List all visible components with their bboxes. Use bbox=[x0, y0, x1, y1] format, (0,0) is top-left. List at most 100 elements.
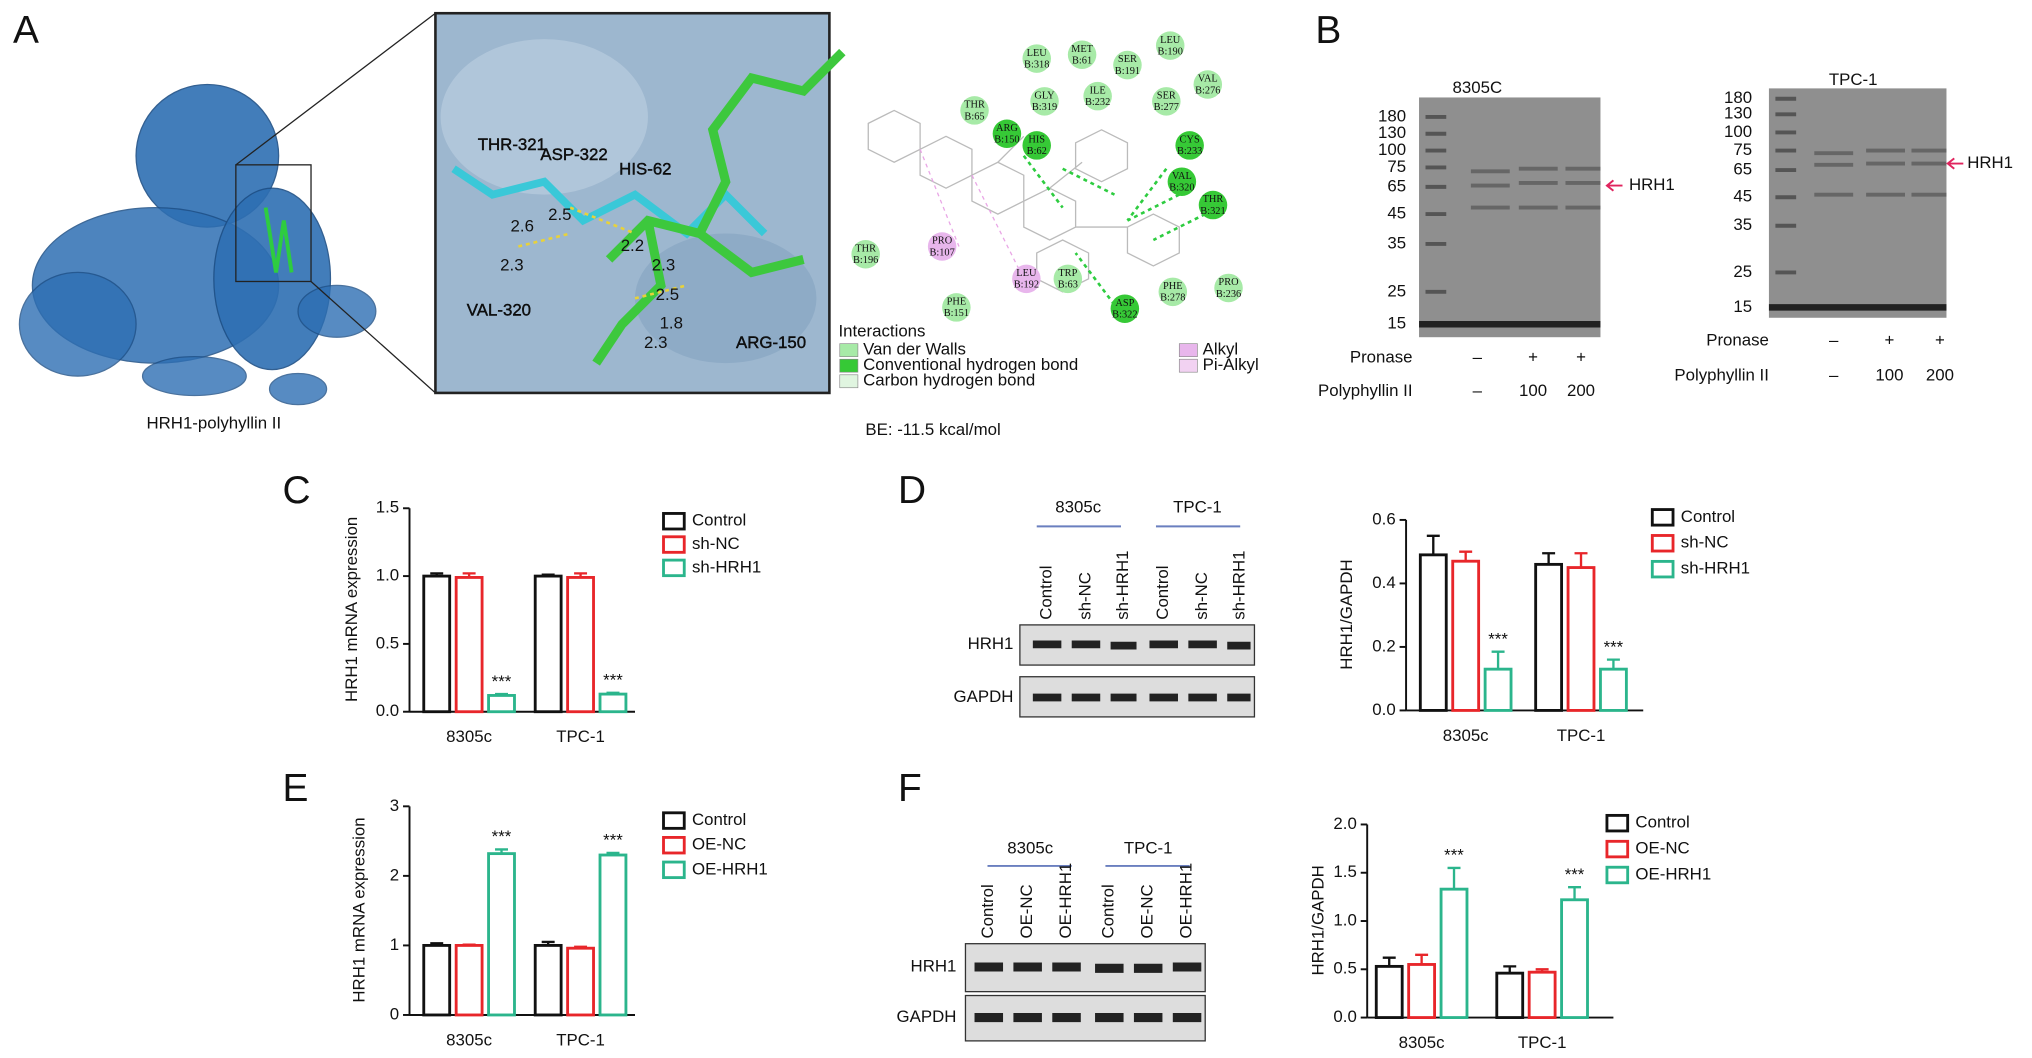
legend-swatch bbox=[1605, 865, 1630, 885]
significance: *** bbox=[1488, 629, 1508, 648]
pronase-sign: + bbox=[1576, 347, 1586, 366]
residue-node bbox=[1110, 294, 1140, 323]
ladder-label: 130 bbox=[1378, 123, 1406, 142]
lane-label: sh-NC bbox=[1075, 572, 1094, 620]
residue-node bbox=[927, 232, 957, 261]
y-tick-label: 1.0 bbox=[376, 566, 399, 585]
bar bbox=[487, 694, 516, 714]
blot-row-label: HRH1 bbox=[911, 956, 957, 975]
band-label: HRH1 bbox=[1967, 153, 2013, 172]
residue-name: LEU bbox=[1160, 35, 1181, 46]
residue-name: THR bbox=[855, 243, 876, 254]
gel bbox=[1768, 88, 1947, 318]
residue-chain: B:192 bbox=[1014, 280, 1039, 291]
residue-name: VAL bbox=[1172, 171, 1192, 182]
distance-label: 2.5 bbox=[548, 205, 571, 224]
zoom-box bbox=[235, 164, 312, 283]
polyphyllin-dose: 200 bbox=[1567, 381, 1595, 400]
significance: *** bbox=[492, 672, 512, 691]
residue-node bbox=[1193, 70, 1223, 99]
legend-swatch bbox=[662, 811, 686, 830]
binding-site-view bbox=[434, 11, 846, 395]
ladder-label: 15 bbox=[1733, 297, 1752, 316]
bar bbox=[598, 692, 628, 714]
y-tick-label: 1.0 bbox=[1333, 910, 1356, 929]
x-tick-label: TPC-1 bbox=[1518, 1033, 1567, 1052]
legend-label: Control bbox=[692, 810, 746, 829]
legend-label: OE-NC bbox=[692, 835, 746, 854]
bar bbox=[422, 574, 452, 714]
western-blot bbox=[964, 525, 1256, 1042]
lane-label: OE-NC bbox=[1017, 884, 1036, 938]
x-tick-label: 8305c bbox=[1443, 726, 1489, 745]
gel bbox=[1419, 97, 1601, 338]
residue-chain: B:196 bbox=[853, 255, 878, 266]
residue-chain: B:319 bbox=[1032, 102, 1057, 113]
lane-label: OE-HRH1 bbox=[1177, 863, 1196, 939]
lane-label: Control bbox=[978, 884, 997, 938]
protein-structure bbox=[18, 83, 377, 406]
legend-label: Control bbox=[1681, 507, 1735, 526]
residue-node bbox=[992, 119, 1022, 148]
residue-name: MET bbox=[1071, 44, 1094, 55]
legend-label: OE-HRH1 bbox=[1635, 864, 1711, 883]
legend-label: Alkyl bbox=[1203, 340, 1239, 359]
y-axis-label: HRH1 mRNA expression bbox=[342, 517, 361, 702]
residue-chain: B:190 bbox=[1158, 46, 1183, 57]
lane-label: Control bbox=[1153, 565, 1172, 619]
residue-node bbox=[1175, 131, 1204, 160]
residue-chain: B:276 bbox=[1195, 85, 1220, 96]
residue-name: LEU bbox=[1027, 48, 1048, 59]
residue-chain: B:62 bbox=[1027, 146, 1047, 157]
bar bbox=[1534, 562, 1564, 712]
blot-row-label: GAPDH bbox=[897, 1007, 957, 1026]
bar bbox=[533, 943, 563, 1017]
distance-label: 2.3 bbox=[644, 333, 667, 352]
residue-chain: B:107 bbox=[929, 247, 954, 258]
lane-label: OE-HRH1 bbox=[1056, 863, 1075, 939]
bar bbox=[1439, 887, 1469, 1019]
y-tick-label: 3 bbox=[390, 796, 399, 815]
error-bar bbox=[1382, 956, 1396, 967]
band-arrow bbox=[1605, 157, 1964, 192]
residue-label: VAL-320 bbox=[467, 301, 531, 320]
residue-node bbox=[1083, 81, 1112, 111]
y-axis-label: HRH1/GAPDH bbox=[1309, 865, 1328, 975]
residue-chain: B:322 bbox=[1112, 310, 1137, 321]
residue-chain: B:63 bbox=[1058, 280, 1078, 291]
error-bar bbox=[1426, 534, 1440, 555]
panel-label: C bbox=[283, 469, 311, 512]
bar bbox=[454, 576, 484, 714]
y-tick-label: 0.0 bbox=[376, 701, 399, 720]
residue-name: ARG bbox=[996, 123, 1018, 134]
bar bbox=[1451, 559, 1481, 712]
pronase-sign: + bbox=[1935, 331, 1945, 350]
residue-name: PRO bbox=[932, 236, 953, 247]
residue-node bbox=[1158, 277, 1188, 307]
bar bbox=[1418, 553, 1448, 712]
residue-name: ILE bbox=[1090, 85, 1106, 96]
legend-label: OE-NC bbox=[1635, 839, 1689, 858]
legend-label: sh-NC bbox=[1681, 533, 1729, 552]
legend-swatch bbox=[1178, 343, 1198, 357]
panel-label: F bbox=[898, 767, 922, 810]
polyphyllin-dose: 100 bbox=[1875, 366, 1903, 385]
residue-chain: B:65 bbox=[964, 111, 984, 122]
distance-label: 2.6 bbox=[511, 217, 534, 236]
residue-node bbox=[1030, 87, 1059, 116]
blot-row-label: GAPDH bbox=[954, 687, 1014, 706]
residue-node bbox=[1113, 50, 1142, 80]
y-tick-label: 0.0 bbox=[1333, 1007, 1356, 1026]
ladder-label: 65 bbox=[1387, 176, 1406, 195]
bar bbox=[598, 853, 628, 1017]
distance-label: 2.2 bbox=[621, 236, 644, 255]
significance: *** bbox=[492, 827, 512, 846]
residue-chain: B:232 bbox=[1085, 97, 1110, 108]
error-bar bbox=[1415, 953, 1429, 965]
legend-label: sh-NC bbox=[692, 534, 740, 553]
legend-swatch bbox=[662, 535, 686, 554]
pronase-sign: – bbox=[1829, 331, 1839, 350]
residue-node bbox=[1198, 190, 1228, 220]
residue-node bbox=[1022, 131, 1051, 160]
panel-label: A bbox=[13, 9, 39, 52]
